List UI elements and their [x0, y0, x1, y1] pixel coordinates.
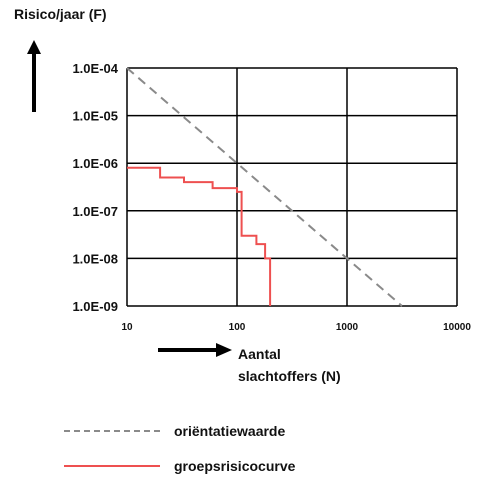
- y-tick-label: 1.0E-07: [72, 204, 118, 219]
- legend-swatch-dashed: [64, 430, 160, 432]
- legend-entry-groepsrisicocurve: groepsrisicocurve: [64, 456, 295, 476]
- x-tick-label: 1000: [336, 322, 359, 333]
- legend-swatch-solid: [64, 465, 160, 467]
- y-tick-label: 1.0E-09: [72, 299, 118, 314]
- y-tick-label: 1.0E-06: [72, 156, 118, 171]
- legend-entry-orientatiewaarde: oriëntatiewaarde: [64, 421, 285, 441]
- y-tick-label: 1.0E-05: [72, 109, 118, 124]
- legend-label: groepsrisicocurve: [174, 458, 296, 474]
- y-axis-title: Risico/jaar (F): [14, 6, 107, 22]
- x-axis-title: Aantal slachtoffers (N): [238, 343, 341, 387]
- x-tick-label: 10: [121, 322, 133, 333]
- legend-label: oriëntatiewaarde: [174, 423, 286, 439]
- x-tick-label: 10000: [443, 322, 471, 333]
- series-orientatiewaarde-line: [126, 67, 403, 307]
- x-axis-title-line1: Aantal: [238, 346, 281, 362]
- y-axis-arrow-head: [27, 40, 41, 54]
- x-tick-label: 100: [229, 322, 246, 333]
- series-groepsrisicocurve-line: [127, 166, 272, 306]
- y-tick-label: 1.0E-04: [72, 61, 118, 76]
- y-tick-label: 1.0E-08: [72, 251, 118, 266]
- x-axis-title-line2: slachtoffers (N): [238, 368, 341, 384]
- x-axis-arrow-head: [216, 343, 232, 357]
